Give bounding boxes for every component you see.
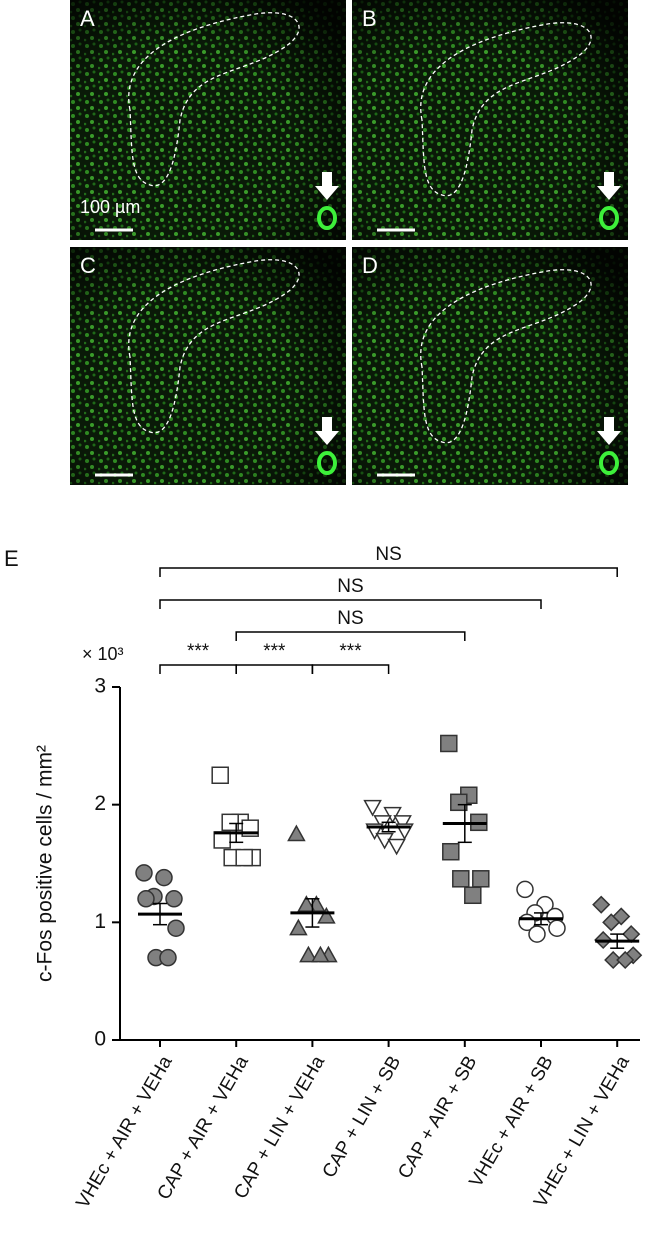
data-point xyxy=(604,950,623,970)
significance-label: *** xyxy=(339,641,362,662)
y-tick-label: 2 xyxy=(94,792,106,815)
significance-bracket xyxy=(235,631,466,641)
data-point xyxy=(450,793,468,812)
region-outline xyxy=(128,12,300,187)
micrograph-panel: B xyxy=(352,0,628,240)
micrographs: A 100 µm B C D xyxy=(70,0,628,485)
significance-bracket xyxy=(159,567,618,577)
arrow xyxy=(315,172,339,200)
image-vignette xyxy=(352,247,628,485)
y-tick-label: 0 xyxy=(94,1028,106,1051)
panel-label: E xyxy=(4,546,19,571)
data-point xyxy=(472,870,490,888)
data-point xyxy=(211,766,229,784)
significance-label: NS xyxy=(375,544,401,565)
arrow xyxy=(597,172,621,200)
data-point xyxy=(528,925,546,943)
data-point xyxy=(464,886,482,905)
y-tick-label: 3 xyxy=(94,675,106,698)
data-point xyxy=(135,864,153,882)
panel-label: D xyxy=(362,253,378,278)
significance-bracket xyxy=(159,599,542,609)
significance-label: *** xyxy=(187,641,210,662)
data-point xyxy=(592,895,611,914)
data-point xyxy=(235,848,253,867)
y-multiplier: × 10³ xyxy=(82,644,124,664)
panel-label: B xyxy=(362,6,377,31)
micrograph-panel: A 100 µm xyxy=(70,0,346,240)
significance-label: NS xyxy=(337,576,363,597)
data-point xyxy=(299,945,318,963)
micrograph-panel: C xyxy=(70,247,346,485)
significance-bracket xyxy=(235,664,314,674)
data-point xyxy=(373,815,392,832)
data-point xyxy=(155,868,173,887)
data-point xyxy=(221,813,239,832)
data-point xyxy=(297,895,316,912)
significance-label: *** xyxy=(263,641,286,662)
image-vignette xyxy=(352,0,628,240)
significance-label: NS xyxy=(337,608,363,629)
chart: E × 10³ c-Fos positive cells / mm² 0 1 2 3 VHEc… xyxy=(4,544,643,1212)
x-tick-label: CAP + LIN + SB xyxy=(319,1053,406,1182)
canal-ring xyxy=(599,206,619,230)
data-point xyxy=(452,870,470,888)
panel-label: A xyxy=(80,6,95,31)
canal-ring xyxy=(599,451,619,475)
region-outline xyxy=(128,259,300,434)
significance-bracket xyxy=(311,664,390,674)
data-point xyxy=(516,880,534,899)
data-point xyxy=(289,918,308,936)
scale-bar-label: 100 µm xyxy=(80,197,140,217)
y-axis-label: c-Fos positive cells / mm² xyxy=(34,745,57,982)
significance-bracket xyxy=(159,664,237,674)
x-tick-label: CAP + AIR + SB xyxy=(394,1053,481,1183)
canal-ring xyxy=(317,206,337,230)
panel-label: C xyxy=(80,253,96,278)
data-point xyxy=(287,824,306,842)
data-point xyxy=(167,919,185,937)
data-point xyxy=(363,799,382,817)
data-point xyxy=(165,890,183,908)
image-vignette xyxy=(70,247,346,485)
arrow xyxy=(315,417,339,445)
data-point xyxy=(602,913,621,932)
data-point xyxy=(137,890,155,908)
x-tick-label: VHEc + AIR + SB xyxy=(466,1053,558,1192)
data-point xyxy=(393,815,412,832)
data-point xyxy=(159,948,177,967)
micrograph-panel: D xyxy=(352,247,628,485)
data-point xyxy=(311,945,330,963)
data-point xyxy=(383,806,402,824)
arrow xyxy=(597,417,621,445)
data-point xyxy=(616,950,635,970)
data-point xyxy=(387,838,406,856)
data-point xyxy=(317,906,336,924)
data-point xyxy=(440,734,458,753)
region-outline xyxy=(420,22,592,197)
region-outline xyxy=(420,269,592,444)
data-point xyxy=(548,919,566,937)
y-tick-label: 1 xyxy=(94,910,106,933)
image-vignette xyxy=(70,0,346,240)
data-point xyxy=(442,842,460,861)
canal-ring xyxy=(317,451,337,475)
